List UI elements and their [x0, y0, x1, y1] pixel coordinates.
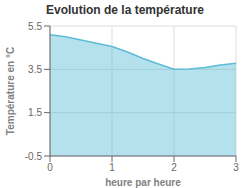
svg-text:3: 3: [233, 162, 239, 173]
svg-text:heure par heure: heure par heure: [105, 177, 181, 188]
svg-text:3.5: 3.5: [28, 64, 42, 75]
svg-text:-0.5: -0.5: [25, 151, 43, 162]
svg-text:0: 0: [47, 162, 53, 173]
svg-text:5.5: 5.5: [28, 21, 42, 32]
svg-text:1.5: 1.5: [28, 107, 42, 118]
html-text:Evolution de la température: Evolution de la température: [46, 3, 204, 17]
svg-text:2: 2: [171, 162, 177, 173]
svg-text:Température en °C: Température en °C: [8, 47, 16, 135]
svg-text:1: 1: [109, 162, 115, 173]
